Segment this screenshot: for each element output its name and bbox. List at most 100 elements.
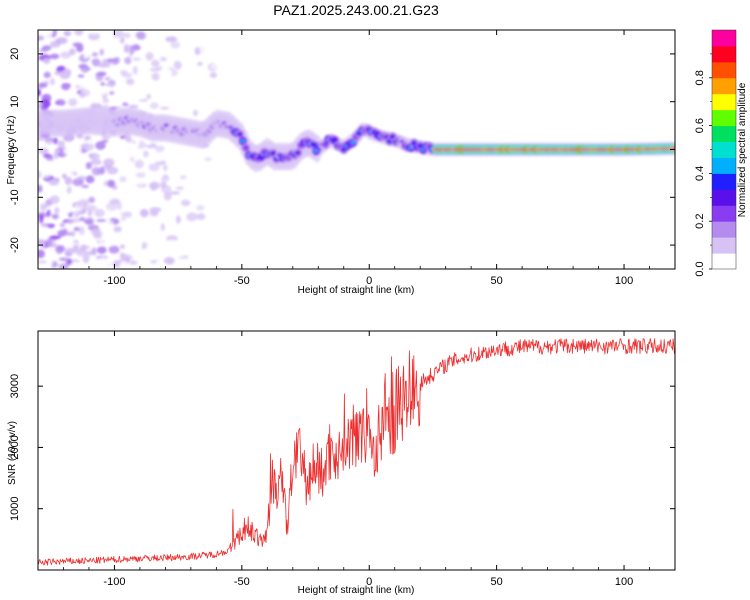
snr-x-tick-label: -50	[234, 576, 250, 588]
colorbar-swatch	[712, 185, 736, 190]
spectrogram-noise-cell	[161, 201, 171, 207]
spectrogram-noise-cell	[185, 96, 197, 103]
colorbar-swatch	[712, 133, 736, 139]
spectrogram-noise-cell	[148, 256, 158, 260]
colorbar-swatch	[712, 101, 736, 107]
spectrogram-ridge-core	[295, 151, 301, 155]
spectrogram-noise-cell	[72, 178, 84, 187]
spectrogram-noise-cell	[149, 102, 159, 109]
spectrogram-noise-cell	[196, 242, 208, 249]
spectrogram-noise-cell	[196, 213, 206, 221]
colorbar-swatch	[712, 73, 736, 79]
spectrogram-noise-cell	[73, 78, 79, 82]
spectrogram-noise-cell	[145, 51, 154, 61]
colorbar-swatch	[712, 209, 736, 214]
spectrogram-noise-cell	[79, 244, 88, 253]
spectrogram-noise-cell	[104, 151, 114, 157]
spectrogram-noise-cell	[149, 207, 162, 213]
spectrogram-noise-cell	[176, 261, 181, 266]
spectrogram-noise-cell	[172, 151, 181, 159]
colorbar-swatch	[712, 201, 736, 206]
colorbar-swatch	[712, 173, 736, 178]
spectrogram-noise-cell	[46, 259, 53, 267]
spectrogram-noise-cell	[122, 32, 131, 38]
spectrogram-noise-cell	[101, 135, 111, 140]
spectrogram-noise-cell	[41, 45, 52, 51]
snr-y-tick-label: 2000	[9, 435, 21, 459]
colorbar-tick-label: 0.0	[694, 261, 706, 276]
colorbar-swatch	[712, 89, 736, 95]
spectrogram-noise-cell	[55, 245, 64, 255]
spectrogram-noise-cell	[85, 139, 97, 145]
colorbar-swatch	[712, 45, 736, 51]
colorbar-swatch	[712, 217, 736, 222]
spectrogram-noise-cell	[120, 211, 132, 216]
spectrogram-noise-cell	[94, 208, 105, 218]
spectrogram-noise-cell	[168, 182, 179, 189]
snr-frame	[37, 330, 676, 571]
spectrogram-noise-cell	[209, 72, 218, 79]
spectrogram-noise-cell	[150, 174, 156, 178]
spectrogram-noise-cell	[101, 259, 111, 265]
spectrogram-heatmap	[38, 30, 675, 269]
spectrogram-noise-cell	[40, 172, 51, 179]
spectrogram-noise-cell	[73, 226, 80, 232]
spectrogram-noise-cell	[51, 252, 57, 258]
spectrogram-noise-cell	[107, 77, 119, 81]
colorbar-swatch	[712, 109, 736, 115]
spectrogram-noise-cell	[192, 109, 199, 116]
colorbar-swatch	[712, 241, 736, 246]
spectrogram-noise-cell	[135, 172, 146, 178]
spectrogram-noise-cell	[161, 185, 172, 194]
spectrogram-noise-cell	[210, 63, 218, 70]
spectrogram-noise-cell	[82, 254, 90, 264]
spectrogram-noise-cell	[142, 199, 151, 207]
spectrogram-noise-cell	[140, 208, 149, 218]
spectrogram-noise-cell	[55, 37, 68, 44]
colorbar-swatch	[712, 117, 736, 123]
spectrogram-noise-cell	[125, 78, 135, 86]
spectrogram-noise-cell	[124, 56, 132, 65]
spectrogram-noise-cell	[106, 58, 115, 63]
spectrogram-noise-cell	[207, 79, 216, 88]
spectrogram-noise-cell	[119, 252, 126, 259]
snr-x-tick-label: 0	[366, 576, 372, 588]
spectrogram-noise-cell	[80, 144, 89, 148]
spectrogram-noise-cell	[188, 71, 197, 78]
colorbar-swatch	[712, 253, 736, 258]
spectrogram-noise-cell	[146, 234, 158, 244]
spectrogram-noise-cell	[125, 136, 132, 143]
spectrogram-noise-cell	[142, 180, 149, 185]
spectrogram-noise-cell	[49, 167, 54, 173]
spectrogram-noise-cell	[162, 174, 169, 179]
spectrogram-noise-cell	[91, 228, 103, 237]
spectrogram-noise-cell	[132, 66, 139, 75]
spectrogram-x-tick-label: -50	[234, 275, 250, 287]
spectrogram-noise-cell	[210, 240, 221, 247]
spectrogram-noise-cell	[138, 41, 144, 47]
spectrogram-ridge	[110, 113, 675, 164]
spectrogram-noise-cell	[105, 202, 118, 211]
colorbar-swatch	[712, 181, 736, 186]
spectrogram-noise-cell	[76, 176, 88, 180]
spectrogram-noise-cell	[158, 231, 165, 236]
spectrogram-noise-cell	[96, 246, 107, 254]
spectrogram-noise-cell	[55, 99, 66, 106]
spectrogram-noise-cell	[168, 141, 175, 149]
spectrogram-noise-cell	[75, 137, 86, 145]
spectrogram-noise-cell	[40, 222, 52, 228]
snr-panel: -100 -50 0 50 100 1000 2000 3000 Height of stra…	[7, 330, 676, 596]
spectrogram-noise-cell	[151, 225, 157, 231]
spectrogram-noise-cell	[78, 226, 85, 236]
colorbar-swatch	[712, 137, 736, 143]
spectrogram-noise-cell	[85, 175, 95, 184]
colorbar-swatch	[712, 221, 736, 226]
spectrogram-noise-cell	[42, 143, 55, 147]
spectrogram-noise-cell	[72, 42, 83, 47]
spectrogram-y-tick-label: -20	[9, 237, 21, 253]
spectrogram-noise-cell	[106, 166, 119, 175]
colorbar-swatch	[712, 65, 736, 71]
spectrogram-noise-cell	[54, 71, 61, 76]
spectrogram-noise-cell	[43, 71, 51, 79]
colorbar-gradient	[712, 30, 736, 270]
